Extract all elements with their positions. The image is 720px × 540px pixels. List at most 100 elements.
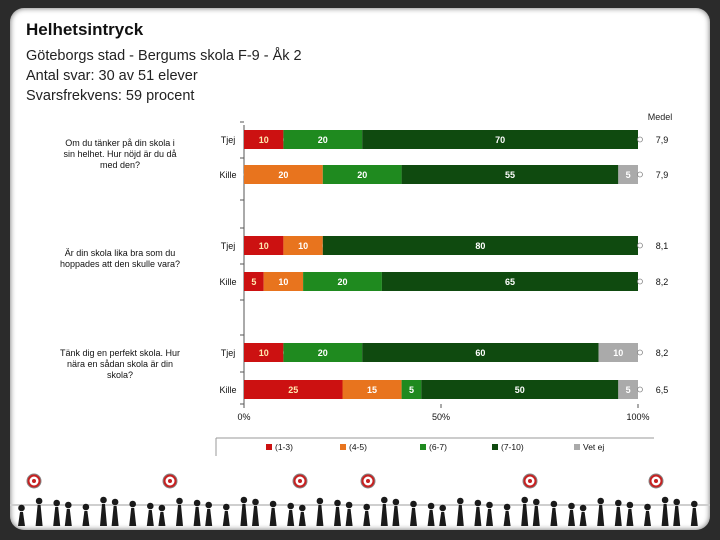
bar-segment bbox=[322, 165, 402, 184]
subtitle-answers: Antal svar: 30 av 51 elever bbox=[26, 68, 198, 84]
person-silhouette bbox=[568, 510, 575, 526]
question-text: Är din skola lika bra som du hoppades att… bbox=[60, 248, 180, 269]
data-label: 5 bbox=[251, 277, 256, 287]
data-label: 50 bbox=[515, 385, 525, 395]
target-icon bbox=[32, 479, 36, 483]
person-silhouette bbox=[392, 506, 400, 526]
medel-value: 6,5 bbox=[656, 385, 669, 395]
bar-segment bbox=[401, 380, 422, 399]
person-silhouette bbox=[345, 509, 353, 526]
person-head bbox=[626, 501, 634, 509]
person-silhouette bbox=[579, 512, 587, 526]
medel-value: 8,2 bbox=[656, 277, 669, 287]
person-head bbox=[392, 498, 400, 506]
question-text: Tänk dig en perfekt skola. Hur nära en så… bbox=[60, 348, 180, 380]
data-label: 80 bbox=[475, 241, 485, 251]
medel-header: Medel bbox=[648, 112, 673, 122]
legend-swatch bbox=[492, 444, 498, 450]
person-silhouette bbox=[18, 512, 25, 526]
subtitle-rate: Svarsfrekvens: 59 procent bbox=[26, 88, 195, 104]
person-head bbox=[334, 499, 341, 507]
bar-segment bbox=[244, 236, 284, 255]
data-label: 70 bbox=[495, 135, 505, 145]
person-head bbox=[439, 504, 447, 512]
bar-segment bbox=[283, 343, 363, 362]
person-silhouette bbox=[205, 509, 213, 526]
group-label: Kille bbox=[219, 170, 236, 180]
person-silhouette bbox=[287, 510, 295, 526]
person-silhouette bbox=[111, 506, 119, 526]
data-label: 5 bbox=[409, 385, 414, 395]
person-silhouette bbox=[550, 508, 558, 526]
person-head bbox=[35, 497, 43, 505]
person-head bbox=[111, 498, 119, 506]
person-head bbox=[410, 500, 417, 508]
slide bbox=[10, 8, 710, 530]
person-silhouette bbox=[100, 504, 107, 526]
legend-label: (6-7) bbox=[429, 442, 447, 452]
bar-segment bbox=[342, 380, 402, 399]
x-tick-label: 0% bbox=[237, 412, 250, 422]
person-head bbox=[533, 498, 540, 506]
question-text-line: med den? bbox=[100, 160, 140, 170]
person-silhouette bbox=[146, 510, 154, 526]
bar-segment bbox=[244, 165, 323, 184]
person-silhouette bbox=[316, 505, 324, 526]
person-head bbox=[287, 502, 295, 510]
question-text-line: nära en sådan skola är din bbox=[67, 359, 173, 369]
medel-value: 7,9 bbox=[656, 170, 669, 180]
data-label: 5 bbox=[626, 385, 631, 395]
person-head bbox=[661, 496, 669, 504]
person-silhouette bbox=[176, 505, 183, 526]
question-text: Om du tänker på din skola i sin helhet. H… bbox=[63, 138, 176, 170]
legend-swatch bbox=[574, 444, 580, 450]
person-head bbox=[486, 501, 493, 509]
bar-segment bbox=[381, 272, 638, 291]
data-label: 60 bbox=[475, 348, 485, 358]
target-icon bbox=[298, 479, 302, 483]
person-silhouette bbox=[661, 504, 669, 526]
person-silhouette bbox=[380, 504, 388, 526]
person-silhouette bbox=[626, 509, 634, 526]
data-label: 25 bbox=[288, 385, 298, 395]
person-head bbox=[65, 501, 72, 509]
person-head bbox=[158, 504, 166, 512]
x-tick-label: 100% bbox=[626, 412, 649, 422]
person-head bbox=[363, 503, 371, 511]
bar-segment bbox=[263, 272, 304, 291]
person-head bbox=[205, 501, 212, 509]
person-head bbox=[269, 500, 277, 508]
target-icon bbox=[168, 479, 172, 483]
bar-end-marker bbox=[637, 136, 643, 143]
person-silhouette bbox=[503, 511, 511, 526]
data-label: 10 bbox=[278, 277, 288, 287]
group-label: Kille bbox=[219, 385, 236, 395]
person-silhouette bbox=[35, 505, 43, 526]
data-label: 5 bbox=[626, 170, 631, 180]
person-silhouette bbox=[240, 504, 248, 526]
x-tick-label: 50% bbox=[432, 412, 450, 422]
data-label: 20 bbox=[318, 348, 328, 358]
people-silhouette-decoration bbox=[10, 473, 710, 526]
bar-segment bbox=[618, 165, 638, 184]
bar-segment bbox=[362, 343, 599, 362]
person-head bbox=[644, 503, 651, 511]
person-head bbox=[129, 500, 136, 508]
person-silhouette bbox=[486, 509, 493, 526]
data-label: 10 bbox=[259, 348, 269, 358]
data-label: 10 bbox=[259, 135, 269, 145]
person-silhouette bbox=[410, 508, 417, 526]
data-label: 10 bbox=[259, 241, 269, 251]
bar-segment bbox=[362, 130, 638, 149]
person-head bbox=[597, 497, 604, 505]
bar-segment bbox=[244, 272, 264, 291]
data-label: 20 bbox=[357, 170, 367, 180]
person-head bbox=[381, 496, 388, 504]
legend-label: (7-10) bbox=[501, 442, 524, 452]
person-head bbox=[427, 502, 435, 510]
person-head bbox=[82, 503, 90, 511]
person-silhouette bbox=[439, 512, 447, 526]
question-text-line: sin helhet. Hur nöjd är du då bbox=[63, 149, 176, 159]
person-silhouette bbox=[597, 505, 605, 526]
